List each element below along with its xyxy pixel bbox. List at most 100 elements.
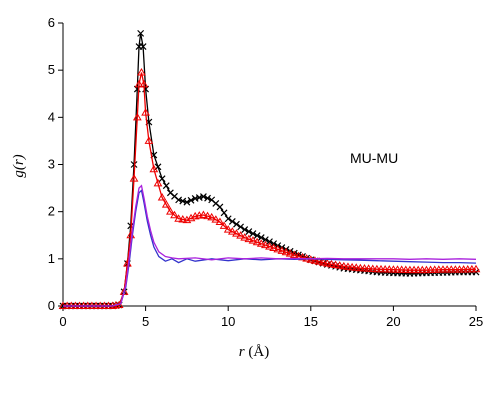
- series-1-point: [175, 196, 183, 204]
- series-2-point: [285, 249, 295, 257]
- series-2-point: [368, 264, 378, 272]
- y-ticks: 0 1 2 3 4 5 6: [48, 15, 63, 313]
- series-4-line: [63, 184, 477, 307]
- series-1-point: [179, 197, 187, 205]
- series-2-point: [471, 264, 481, 273]
- y-tick-label: 0: [48, 298, 55, 313]
- series-2-point: [335, 261, 345, 269]
- series-1-point: [249, 230, 257, 238]
- y-axis-title: g(r): [11, 154, 27, 177]
- series-2-point: [360, 264, 369, 272]
- series-2-point: [413, 265, 423, 274]
- series-2-point: [265, 242, 274, 250]
- series-1-point: [237, 223, 245, 231]
- series-1-point: [224, 215, 232, 223]
- y-tick-label: 1: [48, 251, 55, 266]
- series-2-point: [240, 233, 250, 241]
- series-2-point: [223, 225, 233, 233]
- series-1-point: [130, 161, 138, 168]
- series-2-point: [384, 265, 394, 273]
- series-2-point: [393, 265, 402, 273]
- series-2-point: [380, 264, 390, 273]
- series-2-point: [153, 178, 163, 187]
- series-1-point: [199, 193, 207, 200]
- series-1-point: [204, 194, 211, 202]
- series-2-point: [199, 210, 208, 218]
- series-2-point: [157, 193, 167, 201]
- x-tick-label: 0: [59, 314, 66, 329]
- series-2-point: [438, 265, 448, 273]
- series-1-point: [220, 209, 228, 217]
- annotation-label: MU-MU: [350, 150, 398, 166]
- series-2-point: [343, 262, 353, 270]
- series-2-point: [141, 108, 150, 116]
- x-axis-var: r: [239, 344, 245, 360]
- series-2-point: [132, 112, 142, 121]
- series-2-point: [273, 244, 283, 253]
- y-tick-label: 6: [48, 15, 55, 30]
- series-1-point: [137, 29, 145, 37]
- series-1-point: [245, 228, 253, 236]
- series-2-point: [203, 211, 212, 220]
- series-2-point: [207, 212, 217, 221]
- series-2-point: [144, 136, 154, 144]
- series-2-point: [227, 227, 237, 235]
- series-1-point: [158, 175, 166, 183]
- series-2-point: [389, 265, 398, 273]
- series-2-point: [256, 239, 266, 247]
- series-2-point: [442, 265, 452, 273]
- series-2-point: [310, 256, 320, 264]
- series-2-point: [327, 259, 336, 268]
- series-2-point: [405, 265, 415, 274]
- series-2-point: [277, 246, 287, 254]
- series-1-point: [162, 182, 170, 190]
- series-2-point: [211, 215, 221, 223]
- series-1-point: [183, 198, 191, 206]
- series-1-point: [253, 232, 261, 240]
- series-2-point: [166, 207, 175, 215]
- series-1-point: [216, 203, 224, 211]
- series-2-point: [314, 257, 324, 265]
- series-2-point: [401, 265, 411, 274]
- x-tick-label: 15: [304, 314, 318, 329]
- series-1-point: [241, 226, 249, 234]
- x-axis-title: r (Å): [239, 344, 269, 360]
- series-2-point: [260, 240, 270, 249]
- x-tick-label: 25: [469, 314, 483, 329]
- y-tick-label: 2: [48, 204, 55, 219]
- series-1-point: [257, 234, 265, 242]
- x-tick-label: 20: [386, 314, 400, 329]
- series-1-point: [233, 220, 240, 228]
- series-2-point: [376, 264, 386, 273]
- series-2-point: [331, 260, 340, 268]
- series-2-point: [355, 263, 365, 272]
- series-2-point: [351, 263, 361, 271]
- x-ticks: 0 5 10 15 20 25: [59, 306, 483, 329]
- series-2-point: [397, 265, 407, 273]
- series-1-point: [261, 236, 269, 244]
- x-axis-unit: (Å): [245, 344, 270, 360]
- y-tick-label: 3: [48, 157, 55, 172]
- series-2-line: [63, 72, 477, 307]
- series-2-point: [137, 68, 146, 76]
- y-tick-label: 4: [48, 109, 55, 124]
- series-2-point: [170, 210, 179, 219]
- series-2-point: [298, 252, 307, 261]
- series-2-point: [174, 214, 184, 222]
- series-2-point: [289, 250, 299, 259]
- series-2-point: [409, 265, 419, 274]
- y-tick-label: 5: [48, 62, 55, 77]
- series-2-point: [248, 236, 258, 244]
- series-2-point: [232, 229, 241, 237]
- series-2-point: [139, 79, 149, 88]
- series-1-point: [187, 196, 195, 204]
- x-tick-label: 10: [221, 314, 235, 329]
- series-2-point: [149, 164, 159, 173]
- series-2-point: [236, 231, 245, 239]
- series-2-point: [178, 214, 188, 223]
- series-2-point: [134, 79, 144, 88]
- series-2-point: [450, 265, 460, 273]
- series-1-point: [228, 218, 236, 225]
- series-2-point: [318, 258, 328, 266]
